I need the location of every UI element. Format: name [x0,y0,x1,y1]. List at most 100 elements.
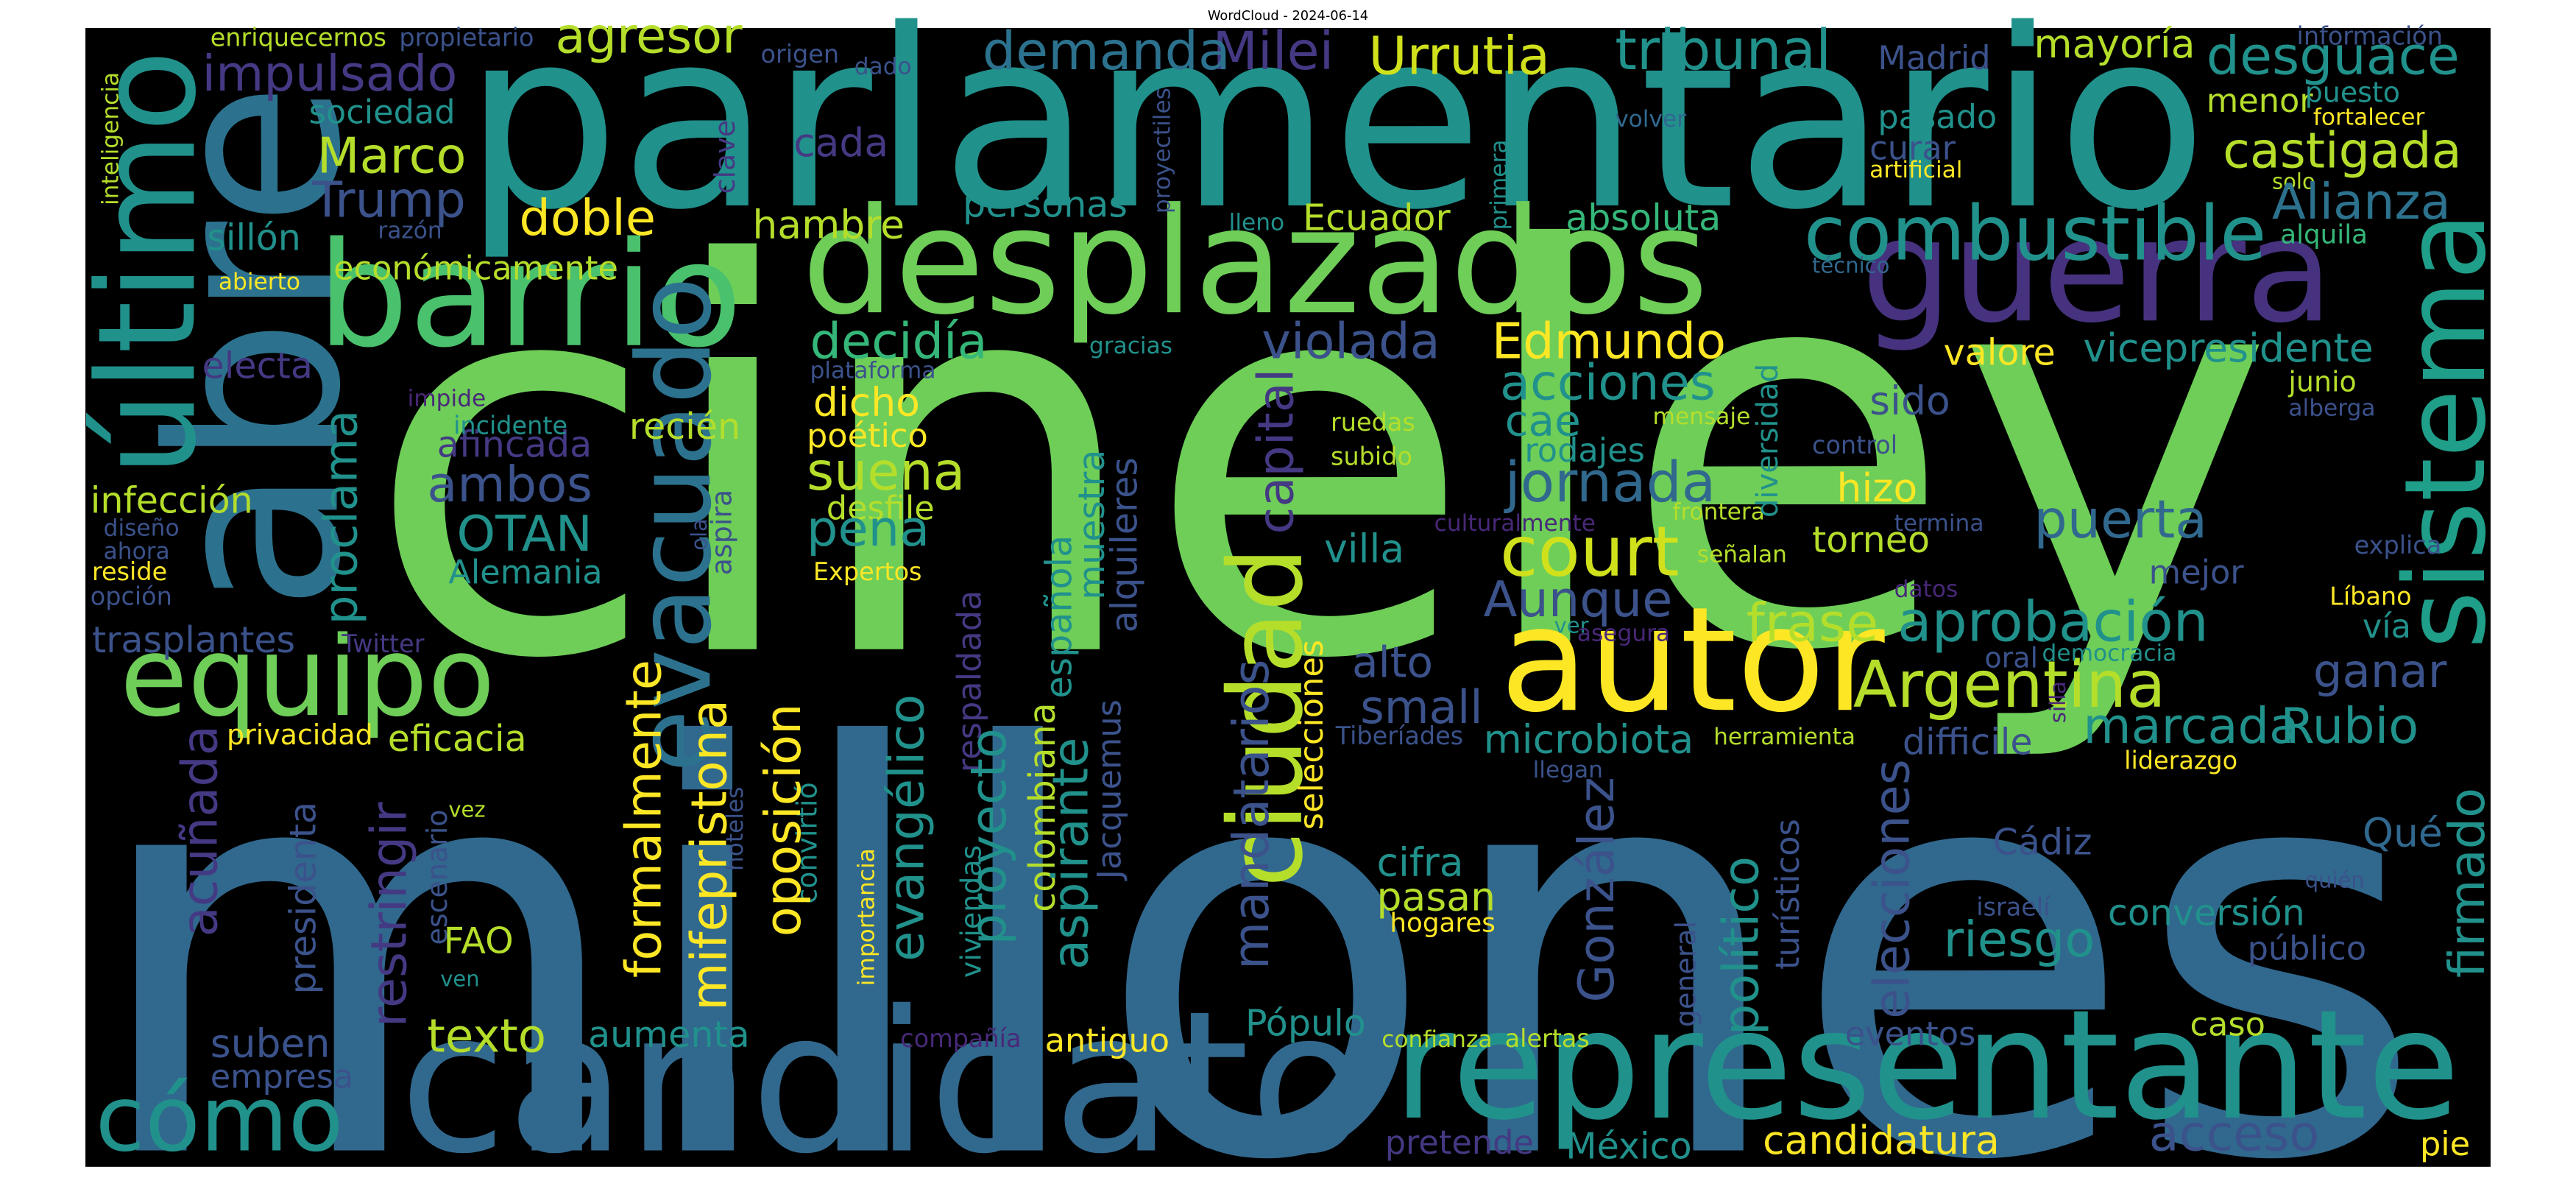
word: agresor [555,7,743,64]
word: empresa [210,1058,354,1096]
word: diversidad [1751,364,1785,518]
cloud-background [85,27,2491,1167]
word: clave [709,120,741,194]
word: sistema [2380,212,2510,649]
word: pena [807,500,930,557]
word: hoteles [722,786,749,871]
word: castigada [2223,122,2462,180]
word: impulsado [202,45,458,102]
word: herramienta [1713,724,1855,750]
word: último [69,50,226,477]
word: González [1568,777,1625,1002]
word: alquila [2280,219,2368,250]
word: proyecto [960,728,1017,945]
word: mandatarios [1222,659,1280,969]
word: fortalecer [2313,105,2425,131]
word: impide [408,385,486,412]
word: termina [1894,510,1984,537]
word: liderazgo [2124,747,2237,775]
word: formalmente [615,660,672,978]
word: absoluta [1565,197,1721,239]
word: ambos [427,456,592,513]
word: Jacquemus [1090,699,1128,881]
word: silla [2045,681,2070,723]
word: muestra [1070,449,1113,599]
word: importancia [854,848,880,986]
word: público [2248,930,2367,968]
word: proclama [314,410,367,624]
word: llegan [1533,757,1603,783]
word: Argentina [1853,647,2166,722]
word: general [1670,921,1702,1027]
word: court [1500,512,1680,592]
word: compañía [900,1024,1021,1053]
word: origen [760,40,839,68]
word: artificial [1869,157,1962,183]
word: puerta [2034,489,2207,550]
word: hambre [752,202,905,248]
word: torneo [1812,518,1930,561]
word: diseño [104,515,180,542]
word: suena [807,441,965,502]
word: volver [1615,106,1686,133]
word: Urrutia [1368,25,1550,86]
word: ola [687,518,712,551]
word: pasan [1377,874,1496,920]
word: Edmundo [1492,313,1726,370]
word: aprobación [1897,590,2209,655]
word: mejor [2149,553,2245,591]
word: Alianza [2272,173,2451,230]
word: mensaje [1653,403,1751,430]
word: candidatura [1763,1117,2000,1163]
word: aspira [705,490,737,575]
word: vez [448,797,485,822]
word: dicho [813,379,920,426]
word: acciones [1500,353,1716,411]
word: alberga [2288,395,2375,422]
word: evacuado [615,277,734,772]
word: ley [1471,138,2276,769]
word: explica [2354,531,2442,560]
word: marcada [2083,697,2299,755]
word: elecciones [1864,759,1921,1019]
word: información [2297,21,2443,50]
word: privacidad [227,719,373,751]
word: parlamentario [463,0,2207,264]
word: solo [2272,169,2315,194]
word: Líbano [2329,582,2411,610]
word: villa [1324,525,1404,571]
word: capital [1248,369,1305,535]
word: eventos [1845,1015,1976,1054]
word: quién [2305,867,2365,892]
word: valore [1944,331,2056,374]
word: enriquecernos [210,24,386,52]
word: sido [1869,378,1950,424]
word: cae [1505,396,1581,446]
word: cada [793,119,888,166]
word: señalan [1697,541,1787,568]
word: Expertos [813,557,922,586]
word: económicamente [333,249,618,287]
word: candidato [399,969,1369,1178]
word: rodajes [1524,431,1644,470]
word: guerra [1861,188,2333,354]
word: control [1812,431,1897,459]
word: afincada [437,423,592,466]
word: jornada [1504,450,1716,515]
word: mayoría [2034,21,2195,67]
word: violada [1262,313,1440,370]
word: primera [1486,139,1512,230]
word: OTAN [457,505,592,562]
word: proyectiles [1149,88,1175,214]
word: barrio [317,212,743,380]
word: ruedas [1331,408,1415,437]
word: plataforma [810,357,935,384]
word: incidente [453,411,567,440]
word: millones [85,632,2425,1178]
word: doble [519,189,656,247]
word: desfile [827,489,935,527]
word: combustible [1804,191,2267,278]
word: infección [91,479,253,521]
